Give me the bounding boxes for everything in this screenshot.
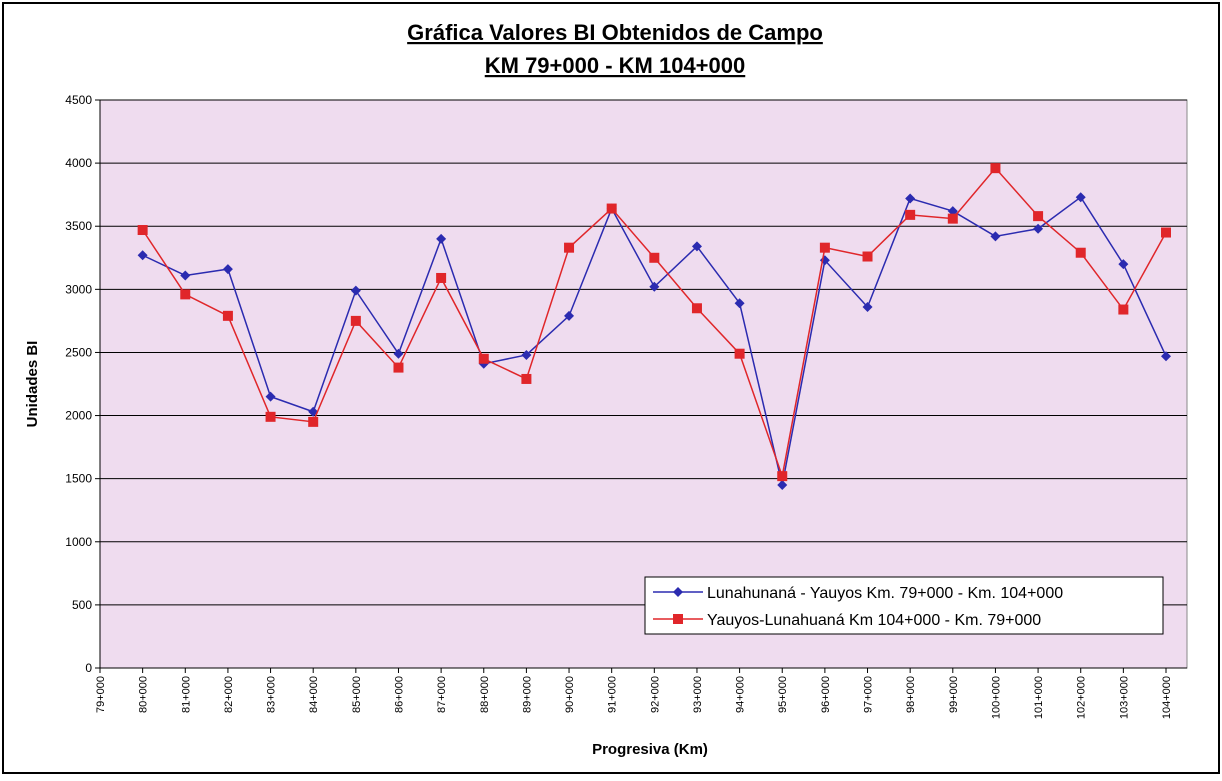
data-point bbox=[1161, 227, 1171, 238]
data-point bbox=[1033, 211, 1044, 222]
data-point bbox=[1118, 304, 1129, 315]
x-tick-label: 80+000 bbox=[138, 676, 150, 713]
plot-area bbox=[99, 99, 1188, 669]
x-tick-label: 83+000 bbox=[266, 676, 278, 713]
x-tick-label: 95+000 bbox=[777, 676, 789, 713]
x-axis-label: Progresiva (Km) bbox=[592, 741, 708, 758]
x-tick-label: 100+000 bbox=[990, 676, 1002, 719]
data-point bbox=[222, 310, 233, 321]
x-tick-label: 90+000 bbox=[564, 676, 576, 713]
x-tick-label: 103+000 bbox=[1118, 676, 1130, 719]
y-tick-label: 0 bbox=[85, 661, 92, 675]
y-tick-label: 500 bbox=[72, 598, 92, 612]
data-point bbox=[990, 163, 1001, 174]
data-point bbox=[436, 233, 447, 244]
y-tick-label: 3500 bbox=[65, 219, 92, 233]
y-tick-label: 1500 bbox=[65, 472, 92, 486]
data-point bbox=[649, 252, 660, 263]
data-point bbox=[350, 315, 361, 326]
y-tick-label: 4500 bbox=[65, 93, 92, 107]
x-tick-label: 94+000 bbox=[735, 676, 747, 713]
data-point bbox=[180, 289, 191, 300]
x-tick-label: 88+000 bbox=[479, 676, 491, 713]
data-point bbox=[222, 264, 233, 275]
data-point bbox=[137, 250, 148, 261]
data-point bbox=[947, 206, 958, 217]
data-point bbox=[564, 242, 575, 253]
x-tick-label: 89+000 bbox=[521, 676, 533, 713]
legend-label: Yauyos-Lunahuaná Km 104+000 - Km. 79+000 bbox=[707, 612, 1041, 629]
data-point bbox=[393, 362, 404, 373]
data-point bbox=[734, 348, 745, 359]
data-point bbox=[990, 231, 1001, 242]
data-point bbox=[734, 298, 745, 309]
data-point bbox=[265, 411, 276, 422]
y-tick-label: 1000 bbox=[65, 535, 92, 549]
data-point bbox=[777, 479, 788, 490]
chart-title: Gráfica Valores BI Obtenidos de Campo bbox=[407, 20, 823, 45]
y-tick-label: 4000 bbox=[65, 156, 92, 170]
data-point bbox=[478, 353, 489, 364]
data-point bbox=[1075, 247, 1086, 258]
x-tick-label: 102+000 bbox=[1076, 676, 1088, 719]
y-tick-label: 3000 bbox=[65, 282, 92, 296]
data-point bbox=[308, 416, 319, 427]
data-point bbox=[862, 302, 873, 313]
x-tick-label: 99+000 bbox=[948, 676, 960, 713]
x-tick-label: 87+000 bbox=[436, 676, 448, 713]
x-tick-label: 97+000 bbox=[863, 676, 875, 713]
data-point bbox=[905, 193, 916, 204]
y-axis-label: Unidades BI bbox=[24, 341, 41, 428]
y-tick-label: 2500 bbox=[65, 345, 92, 359]
data-point bbox=[691, 241, 702, 252]
x-tick-label: 93+000 bbox=[692, 676, 704, 713]
x-tick-label: 85+000 bbox=[351, 676, 363, 713]
data-point bbox=[393, 348, 404, 359]
data-point bbox=[137, 225, 148, 236]
data-point bbox=[1118, 259, 1129, 270]
x-tick-label: 91+000 bbox=[607, 676, 619, 713]
x-tick-label: 82+000 bbox=[223, 676, 235, 713]
data-point bbox=[436, 272, 447, 283]
y-tick-label: 2000 bbox=[65, 409, 92, 423]
x-tick-label: 81+000 bbox=[180, 676, 192, 713]
data-point bbox=[1075, 192, 1086, 203]
data-point bbox=[606, 203, 617, 214]
x-tick-label: 86+000 bbox=[393, 676, 405, 713]
legend-label: Lunahunaná - Yauyos Km. 79+000 - Km. 104… bbox=[707, 585, 1063, 602]
data-point bbox=[777, 471, 788, 482]
legend-marker bbox=[673, 587, 683, 597]
data-point bbox=[819, 242, 830, 253]
data-point bbox=[947, 213, 958, 224]
data-point bbox=[521, 349, 532, 360]
x-tick-label: 98+000 bbox=[905, 676, 917, 713]
data-point bbox=[350, 285, 361, 296]
legend-box bbox=[644, 576, 1164, 635]
data-point bbox=[1033, 223, 1044, 234]
x-tick-label: 92+000 bbox=[649, 676, 661, 713]
data-point bbox=[180, 270, 191, 281]
x-tick-label: 84+000 bbox=[308, 676, 320, 713]
data-point bbox=[521, 373, 532, 384]
data-point bbox=[564, 310, 575, 321]
x-tick-label: 101+000 bbox=[1033, 676, 1045, 719]
data-point bbox=[905, 209, 916, 220]
data-point bbox=[862, 251, 873, 262]
x-tick-label: 96+000 bbox=[820, 676, 832, 713]
data-point bbox=[649, 281, 660, 292]
data-point bbox=[265, 391, 276, 402]
x-tick-label: 104+000 bbox=[1161, 676, 1173, 719]
legend-marker bbox=[673, 614, 683, 624]
data-point bbox=[691, 303, 702, 314]
data-point bbox=[1161, 351, 1171, 362]
x-tick-label: 79+000 bbox=[95, 676, 107, 713]
chart-subtitle: KM 79+000 - KM 104+000 bbox=[485, 53, 746, 78]
